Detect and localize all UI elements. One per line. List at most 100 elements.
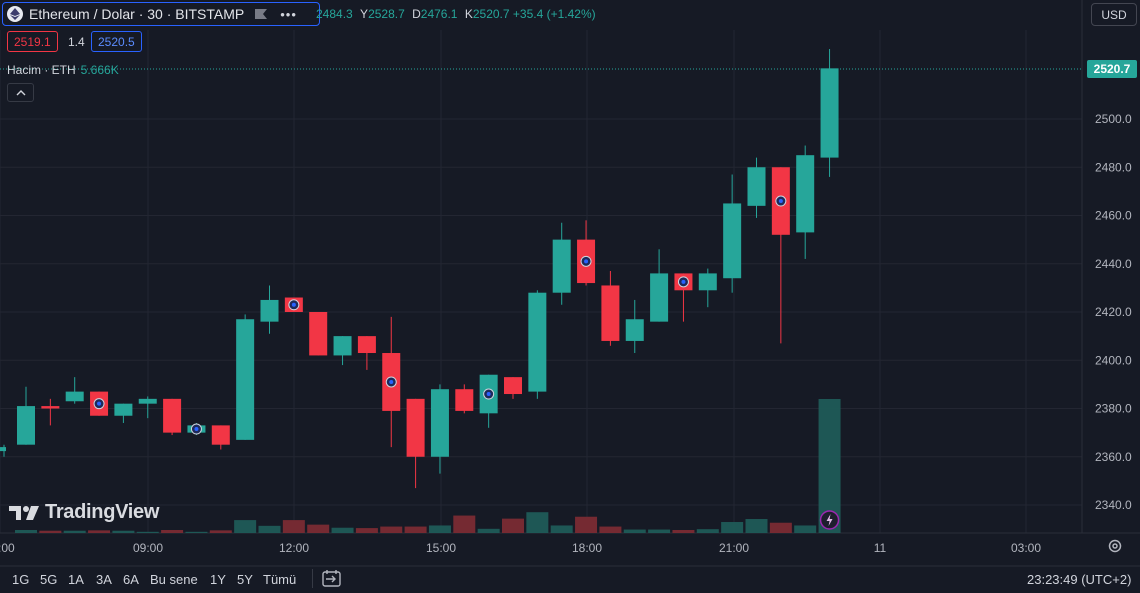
close-value: 2520.7 — [472, 7, 510, 21]
range-button-3[interactable]: 3A — [96, 572, 112, 587]
volume-bar — [404, 526, 427, 533]
candle-body — [504, 377, 522, 395]
symbol-info[interactable]: Ethereum / Dolar · 30 · BITSTAMP ••• — [2, 2, 320, 26]
volume-bar — [794, 525, 817, 533]
volume-bar — [209, 530, 232, 533]
sell-button[interactable]: 2519.1 — [7, 31, 58, 52]
candle-body — [723, 203, 742, 279]
range-button-4[interactable]: 6A — [123, 572, 139, 587]
low-key: D — [412, 7, 421, 21]
tradingview-logo-mark — [9, 505, 39, 520]
more-icon[interactable]: ••• — [280, 6, 297, 22]
clock: 23:23:49 (UTC+2) — [1027, 572, 1132, 587]
candle-body — [0, 447, 6, 452]
collapse-legend-button[interactable] — [7, 83, 34, 102]
high-key: Y — [360, 7, 369, 21]
candle-body — [260, 299, 279, 322]
flag-icon[interactable] — [254, 8, 268, 20]
volume-bar — [112, 530, 135, 533]
x-tick-label: :00 — [0, 541, 15, 555]
candle-body — [65, 391, 84, 402]
x-tick-label: 15:00 — [426, 541, 456, 555]
range-button-6[interactable]: 1Y — [210, 572, 226, 587]
candle-body — [430, 389, 449, 457]
volume-bar — [502, 518, 524, 533]
range-button-5[interactable]: Bu sene — [150, 572, 198, 587]
candle-body — [796, 155, 815, 233]
candle-body — [747, 167, 766, 206]
volume-bar — [672, 530, 695, 533]
range-button-8[interactable]: Tümü — [263, 572, 297, 587]
candle-body — [41, 406, 60, 409]
candle-body — [357, 336, 376, 354]
volume-bar — [282, 520, 305, 533]
volume-bar — [721, 522, 744, 533]
volume-bar — [355, 528, 378, 533]
volume-value: 5.666K — [80, 63, 119, 77]
low-value: 2476.1 — [420, 7, 458, 21]
volume-bar — [575, 516, 598, 533]
change-value: +35.4 (+1.42%) — [512, 7, 596, 21]
candle-body — [114, 403, 133, 416]
candle-body — [406, 398, 425, 457]
y-tick-label: 2440.0 — [1095, 257, 1132, 271]
candle-body — [236, 319, 255, 440]
buy-button[interactable]: 2520.5 — [91, 31, 142, 52]
candle-body — [333, 336, 352, 356]
x-tick-label: 09:00 — [133, 541, 163, 555]
dividend-marker-dot — [389, 379, 394, 384]
dividend-marker-dot — [486, 392, 491, 397]
y-tick-label: 2400.0 — [1095, 353, 1132, 367]
volume-bar — [453, 515, 476, 533]
volume-bar — [550, 525, 573, 533]
range-button-1[interactable]: 5G — [40, 572, 58, 587]
volume-bar — [331, 527, 354, 533]
y-tick-label: 2460.0 — [1095, 209, 1132, 223]
volume-label: Hacim · ETH — [7, 63, 76, 77]
x-tick-label: 21:00 — [719, 541, 749, 555]
volume-bar — [428, 525, 451, 533]
x-tick-label: 12:00 — [279, 541, 309, 555]
y-tick-label: 2420.0 — [1095, 305, 1132, 319]
tradingview-logo-text: TradingView — [45, 501, 160, 523]
tradingview-logo: TradingView — [9, 501, 159, 524]
candle-body — [138, 398, 157, 404]
volume-bar — [648, 529, 671, 533]
currency-button[interactable]: USD — [1091, 3, 1137, 26]
spread-value: 1.4 — [68, 35, 85, 49]
gear-icon[interactable] — [1107, 538, 1123, 554]
range-button-2[interactable]: 1A — [68, 572, 84, 587]
x-tick-label: 18:00 — [572, 541, 602, 555]
candle-body — [211, 425, 230, 445]
y-tick-label: 2340.0 — [1095, 498, 1132, 512]
volume-bar — [526, 512, 549, 533]
dividend-marker-dot — [97, 401, 102, 406]
range-button-0[interactable]: 1G — [12, 572, 30, 587]
volume-bar — [818, 399, 841, 533]
candle-body — [698, 273, 717, 291]
candle-body — [601, 285, 620, 341]
volume-bar — [745, 519, 768, 533]
volume-bar — [477, 528, 500, 533]
calendar-icon[interactable] — [322, 569, 342, 587]
ethereum-icon — [7, 6, 23, 22]
volume-bar — [15, 530, 37, 533]
candle-body — [309, 312, 328, 356]
x-tick-label: 11 — [874, 541, 887, 555]
volume-bar — [696, 529, 719, 533]
range-button-7[interactable]: 5Y — [237, 572, 253, 587]
dividend-marker-dot — [584, 259, 589, 264]
x-tick-label: 03:00 — [1011, 541, 1041, 555]
volume-bar — [161, 530, 184, 533]
dividend-marker-dot — [194, 427, 199, 432]
volume-bar — [39, 530, 62, 533]
y-tick-label: 2500.0 — [1095, 112, 1132, 126]
candle-body — [820, 68, 839, 158]
volume-bar — [307, 524, 330, 533]
volume-bar — [234, 520, 257, 533]
volume-bar — [380, 526, 403, 533]
volume-bar — [88, 530, 111, 533]
y-tick-label: 2480.0 — [1095, 160, 1132, 174]
candle-body — [625, 319, 644, 341]
